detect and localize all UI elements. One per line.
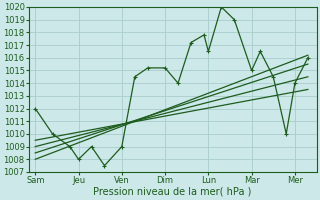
X-axis label: Pression niveau de la mer( hPa ): Pression niveau de la mer( hPa ) <box>93 187 252 197</box>
